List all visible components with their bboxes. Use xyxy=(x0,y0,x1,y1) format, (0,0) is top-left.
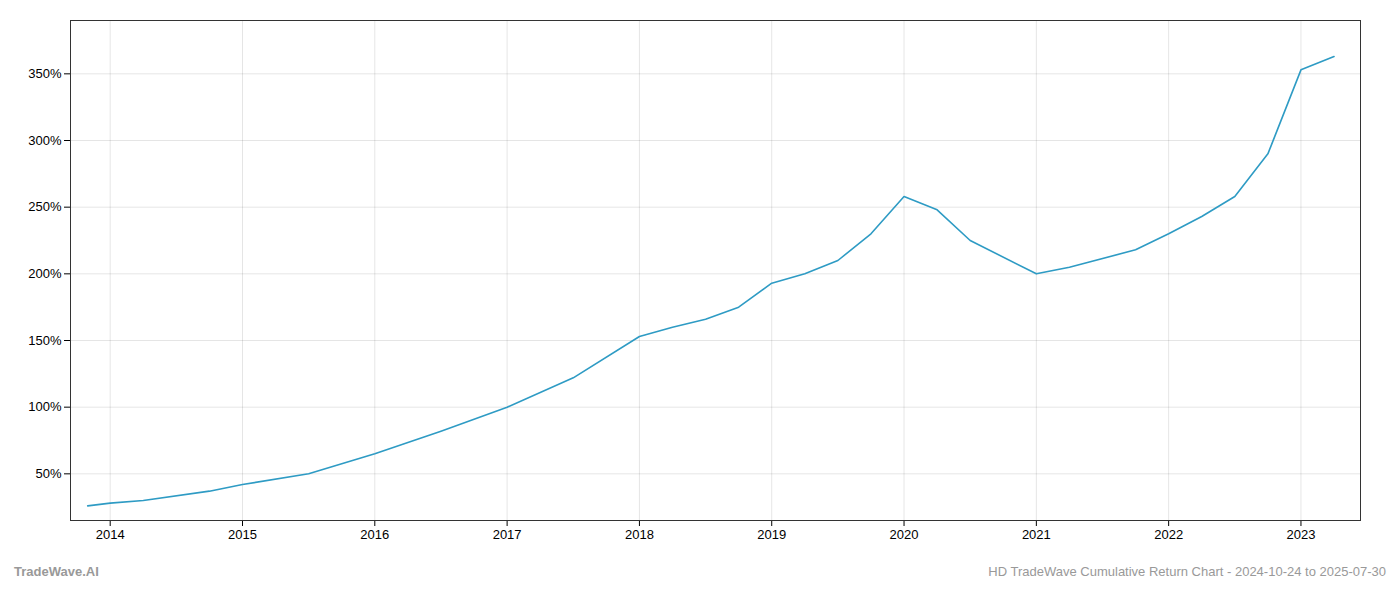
svg-text:2016: 2016 xyxy=(360,527,389,542)
html-text:TradeWave.AI: TradeWave.AI xyxy=(14,564,99,579)
svg-text:2019: 2019 xyxy=(757,527,786,542)
svg-text:2015: 2015 xyxy=(228,527,257,542)
svg-text:300%: 300% xyxy=(28,133,62,148)
svg-text:2020: 2020 xyxy=(890,527,919,542)
html-text:HD TradeWave Cumulative Return: HD TradeWave Cumulative Return Chart - 2… xyxy=(988,564,1386,579)
svg-text:2021: 2021 xyxy=(1022,527,1051,542)
svg-text:200%: 200% xyxy=(28,266,62,281)
svg-text:50%: 50% xyxy=(35,466,61,481)
svg-text:2017: 2017 xyxy=(493,527,522,542)
svg-text:350%: 350% xyxy=(28,66,62,81)
svg-text:150%: 150% xyxy=(28,333,62,348)
svg-text:2022: 2022 xyxy=(1154,527,1183,542)
svg-text:2023: 2023 xyxy=(1287,527,1316,542)
svg-text:2014: 2014 xyxy=(96,527,125,542)
svg-text:2018: 2018 xyxy=(625,527,654,542)
svg-text:100%: 100% xyxy=(28,399,62,414)
svg-text:250%: 250% xyxy=(28,199,62,214)
